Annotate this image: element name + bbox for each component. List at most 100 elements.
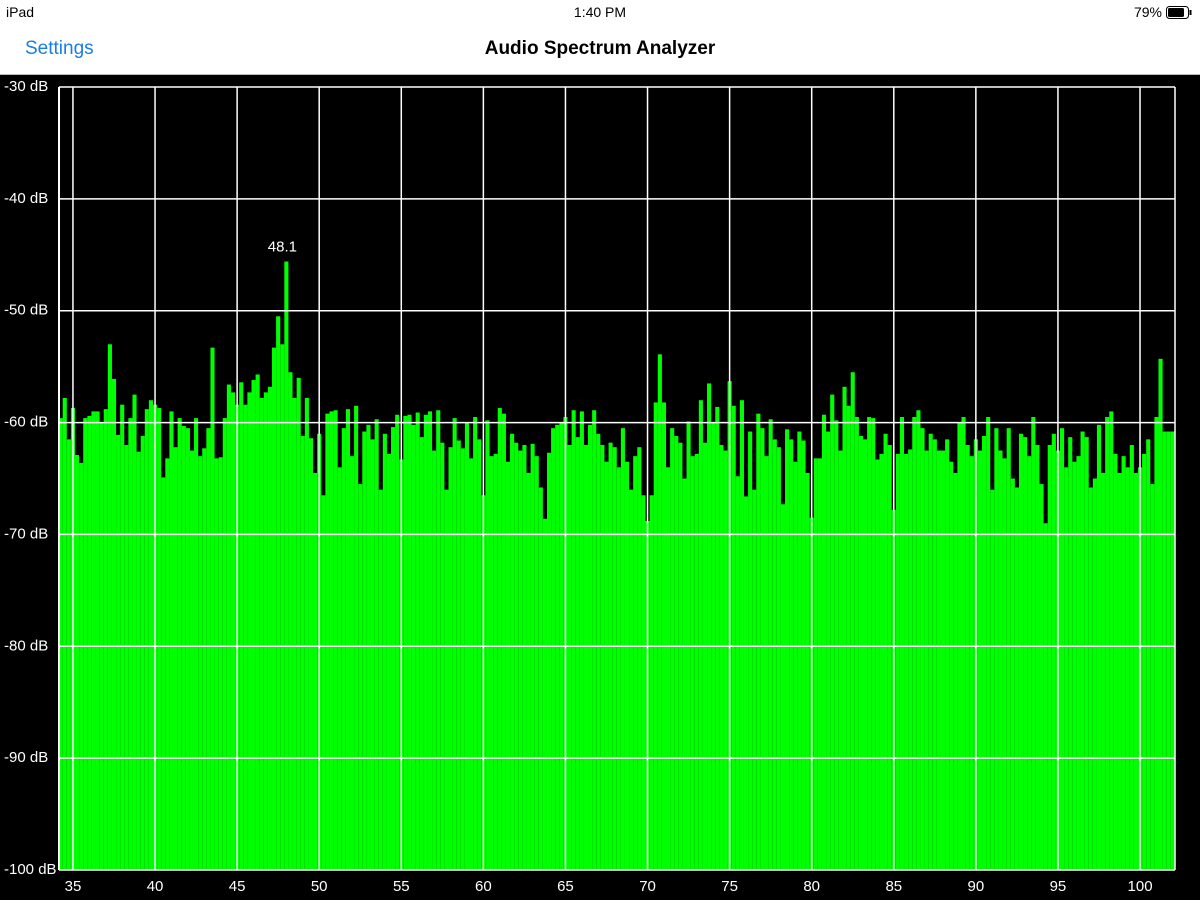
x-tick-label: 60 bbox=[475, 878, 492, 895]
spectrum-bar bbox=[916, 410, 921, 870]
spectrum-bar bbox=[649, 495, 654, 870]
spectrum-bar bbox=[62, 397, 67, 870]
spectrum-bar bbox=[272, 347, 277, 870]
spectrum-bar bbox=[1170, 431, 1175, 870]
y-tick-label: -90 dB bbox=[4, 749, 48, 766]
spectrum-bar bbox=[436, 410, 441, 870]
spectrum-bar bbox=[854, 416, 859, 870]
spectrum-bar bbox=[239, 382, 244, 870]
spectrum-bar bbox=[518, 450, 523, 870]
spectrum-bar bbox=[514, 442, 519, 870]
spectrum-bar bbox=[247, 392, 252, 870]
spectrum-bar bbox=[986, 416, 991, 870]
spectrum-bar bbox=[1023, 437, 1028, 870]
spectrum-bar bbox=[674, 435, 679, 870]
spectrum-bar bbox=[899, 416, 905, 870]
spectrum-bar bbox=[1092, 478, 1097, 870]
spectrum-bar bbox=[817, 458, 822, 870]
spectrum-bar bbox=[567, 444, 572, 870]
spectrum-bar bbox=[419, 437, 424, 870]
spectrum-bar bbox=[1084, 437, 1089, 870]
spectrum-bar bbox=[185, 428, 190, 870]
spectrum-bar bbox=[838, 450, 843, 870]
spectrum-bar bbox=[1109, 411, 1114, 870]
spectrum-bar bbox=[1121, 456, 1126, 870]
spectrum-bar bbox=[1096, 424, 1102, 870]
x-tick-label: 35 bbox=[65, 878, 82, 895]
spectrum-bar bbox=[366, 424, 371, 870]
spectrum-bar bbox=[698, 400, 703, 870]
spectrum-bar bbox=[871, 418, 876, 870]
spectrum-bar bbox=[633, 456, 638, 870]
spectrum-bar bbox=[210, 347, 215, 870]
spectrum-bar bbox=[107, 344, 112, 870]
spectrum-bar bbox=[1117, 472, 1122, 870]
x-tick-label: 85 bbox=[885, 878, 902, 895]
spectrum-bar bbox=[1162, 431, 1167, 870]
spectrum-bar bbox=[505, 461, 511, 870]
spectrum-bar bbox=[337, 467, 342, 870]
spectrum-bar bbox=[936, 450, 941, 870]
spectrum-bar bbox=[177, 418, 182, 870]
spectrum-bar bbox=[912, 416, 917, 870]
spectrum-bar bbox=[1031, 416, 1036, 870]
spectrum-bar bbox=[715, 406, 720, 870]
spectrum-bar bbox=[1150, 484, 1155, 870]
battery-icon bbox=[1166, 6, 1192, 19]
spectrum-bar bbox=[600, 444, 605, 870]
spectrum-bar bbox=[124, 444, 129, 870]
spectrum-bar bbox=[583, 444, 589, 870]
spectrum-bar bbox=[267, 386, 273, 870]
spectrum-bar bbox=[263, 392, 268, 870]
spectrum-bar bbox=[1014, 487, 1019, 870]
spectrum-bar bbox=[1080, 431, 1085, 870]
spectrum-bar bbox=[793, 461, 798, 870]
spectrum-bar bbox=[358, 484, 363, 870]
settings-button[interactable]: Settings bbox=[25, 38, 94, 59]
spectrum-bar bbox=[1133, 472, 1138, 870]
spectrum-bar bbox=[362, 431, 367, 870]
spectrum-bar bbox=[764, 456, 769, 870]
spectrum-bar bbox=[772, 439, 777, 870]
spectrum-bar bbox=[924, 450, 929, 870]
spectrum-bar bbox=[592, 410, 597, 870]
spectrum-bar bbox=[448, 447, 453, 870]
spectrum-bar bbox=[173, 447, 178, 870]
spectrum-bar bbox=[423, 414, 428, 870]
spectrum-bar bbox=[805, 472, 810, 870]
spectrum-bar bbox=[1154, 416, 1159, 870]
spectrum-bar bbox=[1088, 487, 1093, 870]
x-tick-label: 70 bbox=[639, 878, 656, 895]
spectrum-bar bbox=[813, 458, 818, 870]
spectrum-bar bbox=[144, 409, 149, 870]
spectrum-bar bbox=[883, 433, 888, 870]
spectrum-bar bbox=[551, 428, 556, 870]
spectrum-bar bbox=[189, 450, 195, 870]
x-tick-label: 80 bbox=[803, 878, 820, 895]
spectrum-bar bbox=[895, 453, 900, 870]
spectrum-bar bbox=[333, 410, 338, 870]
spectrum-bar bbox=[66, 439, 71, 870]
spectrum-bar bbox=[386, 453, 392, 870]
spectrum-bar bbox=[690, 456, 695, 870]
spectrum-bar bbox=[756, 413, 761, 870]
spectrum-bar bbox=[349, 456, 355, 870]
spectrum-bar bbox=[276, 316, 281, 870]
spectrum-bar bbox=[255, 374, 260, 870]
spectrum-bar bbox=[637, 447, 642, 870]
spectrum-bar bbox=[292, 397, 297, 870]
spectrum-bar bbox=[785, 429, 790, 870]
battery-level: 79% bbox=[1133, 4, 1162, 20]
spectrum-bar bbox=[1076, 456, 1081, 870]
spectrum-bar bbox=[136, 451, 141, 870]
y-tick-label: -80 dB bbox=[4, 637, 48, 654]
spectrum-bar bbox=[243, 404, 248, 870]
spectrum-bar bbox=[206, 428, 211, 870]
spectrum-chart: -30 dB -40 dB -50 dB -60 dB -70 dB -80 dB -90 … bbox=[4, 78, 1176, 895]
spectrum-bar bbox=[91, 411, 96, 870]
spectrum-bar bbox=[731, 405, 736, 870]
spectrum-bar bbox=[965, 444, 970, 870]
spectrum-bar bbox=[477, 439, 482, 870]
spectrum-bar bbox=[653, 402, 658, 870]
spectrum-bar bbox=[538, 487, 543, 870]
